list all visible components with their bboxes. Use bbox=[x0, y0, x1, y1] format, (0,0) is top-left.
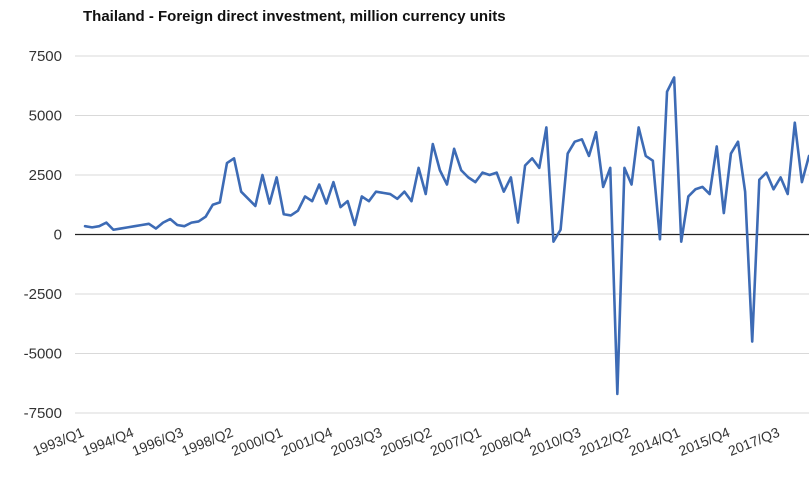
x-tick-label: 2005/Q2 bbox=[378, 424, 434, 459]
y-axis-ticks: 7500 5000 2500 0 -2500 -5000 -7500 bbox=[24, 48, 62, 422]
x-tick-label: 1998/Q2 bbox=[179, 424, 235, 459]
x-tick-label: 2012/Q2 bbox=[577, 424, 633, 459]
y-tick-label: -5000 bbox=[24, 346, 62, 363]
x-tick-label: 2001/Q4 bbox=[279, 424, 335, 459]
series-line bbox=[83, 76, 809, 396]
chart-title: Thailand - Foreign direct investment, mi… bbox=[83, 8, 506, 25]
y-tick-label: 5000 bbox=[29, 108, 62, 125]
series-layer bbox=[83, 76, 809, 396]
y-tick-label: -2500 bbox=[24, 286, 62, 303]
x-tick-label: 2003/Q3 bbox=[328, 424, 384, 459]
x-tick-label: 1993/Q1 bbox=[30, 424, 86, 459]
y-tick-label: 2500 bbox=[29, 167, 62, 184]
x-tick-label: 2007/Q1 bbox=[428, 424, 484, 459]
x-tick-label: 2017/Q3 bbox=[726, 424, 782, 459]
y-tick-label: 0 bbox=[54, 227, 62, 244]
y-tick-label: 7500 bbox=[29, 48, 62, 65]
x-tick-label: 2015/Q4 bbox=[676, 424, 732, 459]
y-tick-label: -7500 bbox=[24, 405, 62, 422]
x-tick-label: 2008/Q4 bbox=[477, 424, 533, 459]
x-tick-label: 1994/Q4 bbox=[80, 424, 136, 459]
x-tick-label: 2014/Q1 bbox=[627, 424, 683, 459]
x-tick-label: 2010/Q3 bbox=[527, 424, 583, 459]
x-axis-ticks: 1993/Q11994/Q41996/Q31998/Q22000/Q12001/… bbox=[30, 424, 782, 459]
x-tick-label: 1996/Q3 bbox=[130, 424, 186, 459]
x-tick-label: 2000/Q1 bbox=[229, 424, 285, 459]
